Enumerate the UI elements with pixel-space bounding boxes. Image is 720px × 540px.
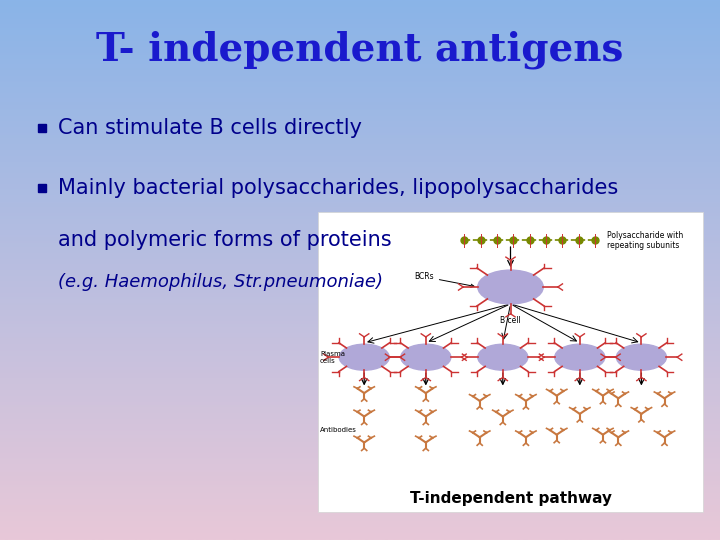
Text: T- independent antigens: T- independent antigens	[96, 31, 624, 69]
Text: and polymeric forms of proteins: and polymeric forms of proteins	[58, 230, 392, 250]
Bar	[38, 124, 46, 132]
Text: BCRs: BCRs	[414, 272, 474, 287]
Ellipse shape	[555, 344, 605, 370]
Ellipse shape	[616, 344, 667, 370]
Text: Polysaccharide with
repeating subunits: Polysaccharide with repeating subunits	[607, 231, 683, 250]
Text: Antibodies: Antibodies	[320, 427, 357, 433]
Bar	[38, 184, 46, 192]
Ellipse shape	[401, 344, 451, 370]
Text: (e.g. Haemophilus, Str.pneumoniae): (e.g. Haemophilus, Str.pneumoniae)	[58, 273, 383, 291]
Ellipse shape	[478, 344, 528, 370]
Ellipse shape	[339, 344, 390, 370]
Text: Mainly bacterial polysaccharides, lipopolysaccharides: Mainly bacterial polysaccharides, lipopo…	[58, 178, 618, 198]
Bar	[318, 212, 703, 512]
Text: T-independent pathway: T-independent pathway	[410, 490, 611, 505]
Text: Plasma
cells: Plasma cells	[320, 350, 345, 364]
Text: Can stimulate B cells directly: Can stimulate B cells directly	[58, 118, 362, 138]
Ellipse shape	[478, 270, 543, 304]
Text: B cell: B cell	[500, 315, 521, 325]
